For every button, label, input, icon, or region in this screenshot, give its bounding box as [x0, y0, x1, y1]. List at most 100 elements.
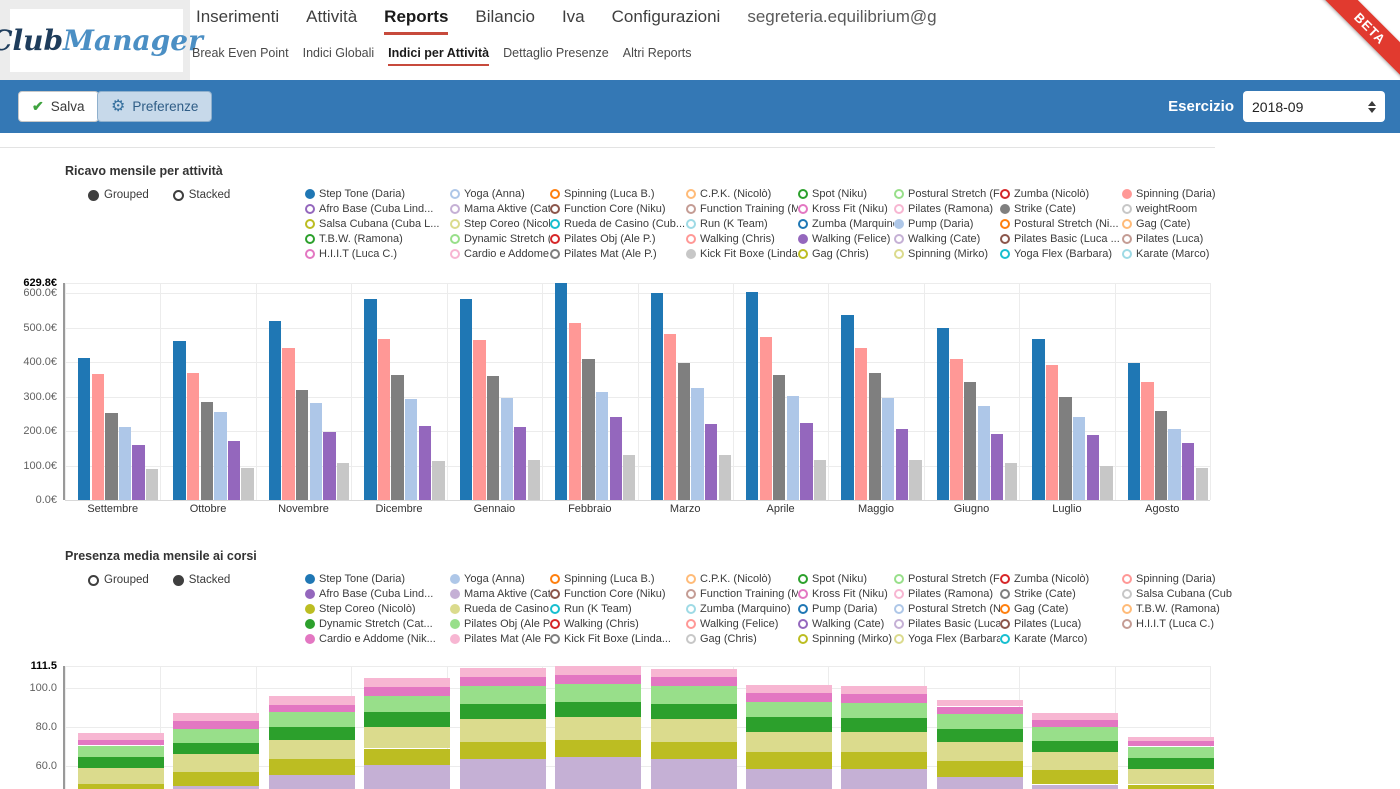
subnav-item-break-even-point[interactable]: Break Even Point [192, 46, 289, 60]
legend-item[interactable]: Gag (Chris) [686, 633, 798, 645]
legend-item[interactable]: Zumba (Marquino) [686, 603, 798, 615]
legend-item[interactable]: Spinning (Daria) [1122, 573, 1232, 585]
legend-item[interactable]: Pilates Mat (Ale P.) [450, 633, 550, 645]
legend-item[interactable]: Function Core (Niku) [550, 588, 686, 600]
mode-stacked-radio[interactable]: Stacked [172, 189, 230, 201]
legend-item[interactable]: H.I.I.T (Luca C.) [305, 248, 450, 260]
legend-item[interactable]: Gag (Chris) [798, 248, 894, 260]
nav-item-configurazioni[interactable]: Configurazioni [611, 7, 721, 26]
save-button[interactable]: ✔ Salva [18, 91, 99, 122]
legend-item[interactable]: Walking (Chris) [686, 233, 798, 245]
legend-item[interactable]: Postural Stretch (Fe... [894, 188, 1000, 200]
legend-item[interactable]: Step Coreo (Nicolò) [305, 603, 450, 615]
legend-item[interactable]: Walking (Felice) [798, 233, 894, 245]
legend-item[interactable]: Walking (Cate) [894, 233, 1000, 245]
subnav-item-dettaglio-presenze[interactable]: Dettaglio Presenze [503, 46, 609, 60]
legend-item[interactable]: Zumba (Nicolò) [1000, 573, 1122, 585]
legend-item[interactable]: Step Tone (Daria) [305, 573, 450, 585]
mode-stacked-radio[interactable]: Stacked [172, 574, 230, 586]
legend-item[interactable]: Postural Stretch (Ni... [894, 603, 1000, 615]
legend-item[interactable]: Pilates Basic (Luca ... [1000, 233, 1122, 245]
legend-item[interactable]: Kick Fit Boxe (Linda... [686, 248, 798, 260]
legend-item[interactable]: Run (K Team) [550, 603, 686, 615]
subnav-item-altri-reports[interactable]: Altri Reports [622, 46, 692, 60]
legend-item[interactable]: Function Core (Niku) [550, 203, 686, 215]
esercizio-select[interactable]: 2018-09 [1243, 91, 1385, 122]
nav-item-inserimenti[interactable]: Inserimenti [196, 7, 280, 26]
legend-item[interactable]: Dynamic Stretch (Cat... [305, 618, 450, 630]
legend-item[interactable]: Walking (Chris) [550, 618, 686, 630]
subnav-item-indici-per-attività[interactable]: Indici per Attività [388, 46, 490, 66]
legend-item[interactable]: Yoga (Anna) [450, 188, 550, 200]
legend-item[interactable]: Karate (Marco) [1000, 633, 1122, 645]
legend-item[interactable]: Pilates (Ramona) [894, 588, 1000, 600]
subnav-item-indici-globali[interactable]: Indici Globali [302, 46, 375, 60]
legend-item[interactable]: Walking (Felice) [686, 618, 798, 630]
legend-item[interactable]: Walking (Cate) [798, 618, 894, 630]
legend-item[interactable]: Spinning (Mirko) [894, 248, 1000, 260]
legend-item[interactable]: C.P.K. (Nicolò) [686, 573, 798, 585]
legend-item[interactable]: Step Coreo (Nicolò) [450, 218, 550, 230]
preferences-button[interactable]: ⚙ Preferenze [97, 91, 213, 122]
legend-item[interactable]: Postural Stretch (Ni... [1000, 218, 1122, 230]
legend-item[interactable]: Pump (Daria) [798, 603, 894, 615]
legend-item[interactable]: Cardio e Addome (Nik... [450, 248, 550, 260]
legend-item[interactable]: Postural Stretch (Fe... [894, 573, 1000, 585]
legend-item[interactable]: Kick Fit Boxe (Linda... [550, 633, 686, 645]
mode-grouped-radio[interactable]: Grouped [88, 574, 149, 586]
legend-item[interactable]: Step Tone (Daria) [305, 188, 450, 200]
legend-item[interactable]: Pump (Daria) [894, 218, 1000, 230]
legend-item[interactable]: Yoga (Anna) [450, 573, 550, 585]
legend-item[interactable]: Run (K Team) [686, 218, 798, 230]
legend-item[interactable]: Salsa Cubana (Cuba L... [305, 218, 450, 230]
legend-marker-icon [798, 589, 808, 599]
mode-grouped-radio[interactable]: Grouped [88, 189, 149, 201]
legend-item[interactable]: Pilates Obj (Ale P.) [550, 233, 686, 245]
legend-item[interactable]: Cardio e Addome (Nik... [305, 633, 450, 645]
legend-item[interactable]: Spot (Niku) [798, 188, 894, 200]
legend-item[interactable]: Spot (Niku) [798, 573, 894, 585]
legend-item[interactable]: Zumba (Nicolò) [1000, 188, 1122, 200]
legend-item[interactable]: Pilates Basic (Luca ... [894, 618, 1000, 630]
legend-item[interactable]: Afro Base (Cuba Lind... [305, 203, 450, 215]
legend-item[interactable]: Yoga Flex (Barbara) [1000, 248, 1122, 260]
legend-item[interactable]: Rueda de Casino (Cub... [550, 218, 686, 230]
nav-item-iva[interactable]: Iva [561, 7, 585, 26]
legend-item[interactable]: T.B.W. (Ramona) [305, 233, 450, 245]
legend-item[interactable]: Pilates Obj (Ale P.) [450, 618, 550, 630]
legend-item[interactable]: Strike (Cate) [1000, 588, 1122, 600]
legend-item[interactable]: Function Training (M... [686, 203, 798, 215]
legend-item[interactable]: Gag (Cate) [1122, 218, 1232, 230]
legend-item[interactable]: Spinning (Luca B.) [550, 188, 686, 200]
legend-item[interactable]: Gag (Cate) [1000, 603, 1122, 615]
legend-item[interactable]: Spinning (Daria) [1122, 188, 1232, 200]
logo[interactable]: ClubManager [0, 9, 203, 72]
legend-item[interactable]: Pilates (Ramona) [894, 203, 1000, 215]
legend-item[interactable]: Function Training (M... [686, 588, 798, 600]
legend-item[interactable]: Spinning (Luca B.) [550, 573, 686, 585]
user-email[interactable]: segreteria.equilibrium@g [747, 7, 937, 26]
legend-item[interactable]: C.P.K. (Nicolò) [686, 188, 798, 200]
legend-item[interactable]: Kross Fit (Niku) [798, 588, 894, 600]
legend-item[interactable]: Mama Aktive (Cate) [450, 588, 550, 600]
legend-item[interactable]: Pilates Mat (Ale P.) [550, 248, 686, 260]
legend-item[interactable]: Dynamic Stretch (Chr... [450, 233, 550, 245]
legend-item[interactable]: Strike (Cate) [1000, 203, 1122, 215]
legend-item[interactable]: Salsa Cubana (Cuba L... [1122, 588, 1232, 600]
legend-item[interactable]: Yoga Flex (Barbara) [894, 633, 1000, 645]
legend-item[interactable]: Kross Fit (Niku) [798, 203, 894, 215]
nav-item-reports[interactable]: Reports [384, 7, 449, 35]
legend-item[interactable]: Pilates (Luca) [1000, 618, 1122, 630]
legend-item[interactable]: Zumba (Marquino) [798, 218, 894, 230]
nav-item-attività[interactable]: Attività [306, 7, 358, 26]
legend-item[interactable]: Spinning (Mirko) [798, 633, 894, 645]
legend-item[interactable]: T.B.W. (Ramona) [1122, 603, 1232, 615]
legend-item[interactable]: Rueda de Casino (Cub... [450, 603, 550, 615]
legend-item[interactable]: Pilates (Luca) [1122, 233, 1232, 245]
legend-item[interactable]: weightRoom [1122, 203, 1232, 215]
nav-item-bilancio[interactable]: Bilancio [475, 7, 535, 26]
legend-item[interactable]: Karate (Marco) [1122, 248, 1232, 260]
legend-item[interactable]: Mama Aktive (Cate) [450, 203, 550, 215]
legend-item[interactable]: Afro Base (Cuba Lind... [305, 588, 450, 600]
legend-item[interactable]: H.I.I.T (Luca C.) [1122, 618, 1232, 630]
